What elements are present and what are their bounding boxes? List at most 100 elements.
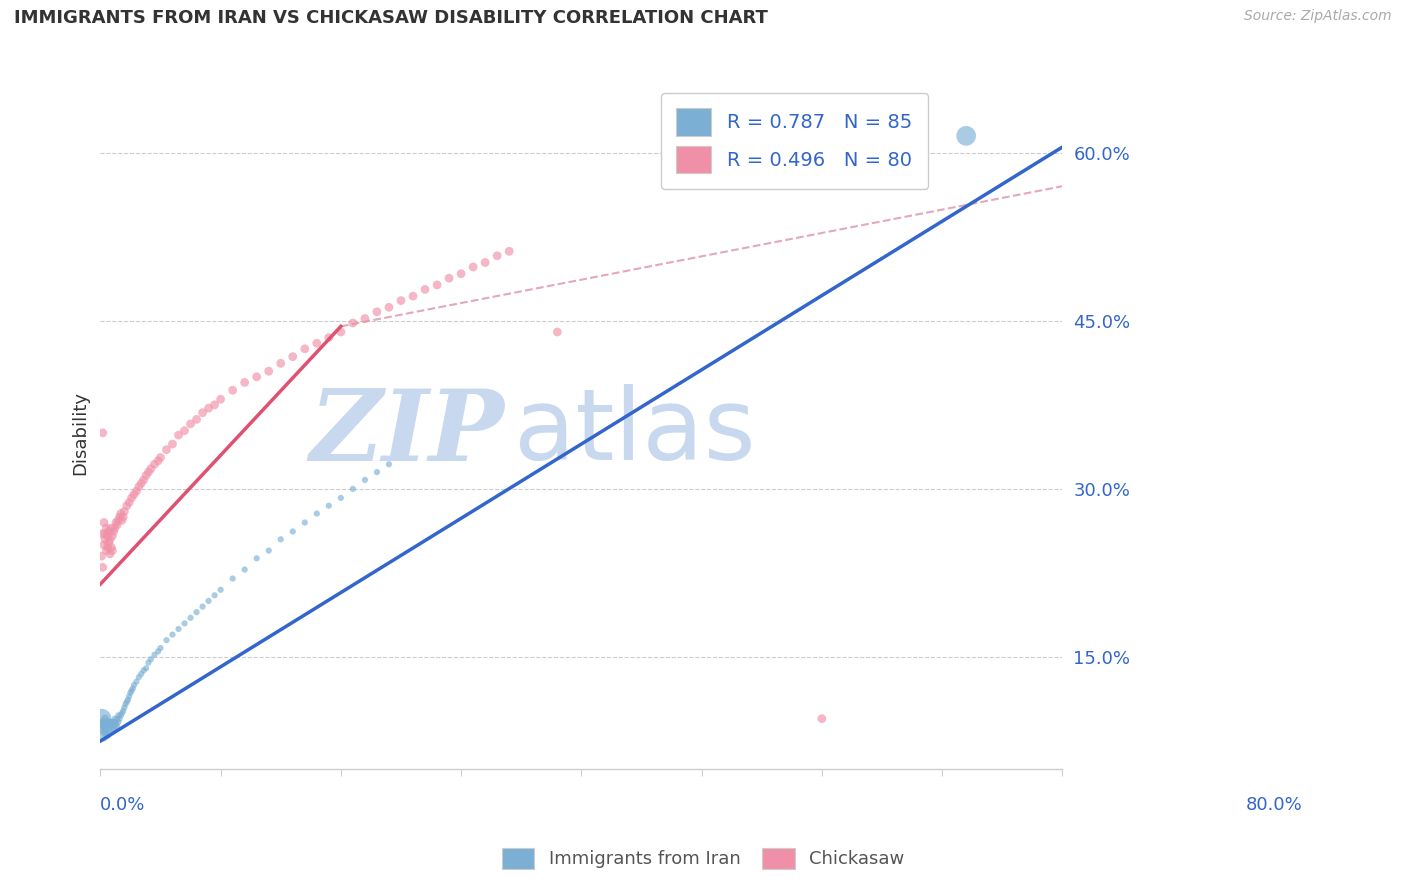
Point [191, 599, 214, 614]
Point [112, 509, 135, 524]
Point [155, 633, 177, 648]
Point [105, 517, 128, 532]
Point [93, 516, 115, 530]
Point [426, 277, 449, 292]
Point [139, 461, 162, 475]
Point [121, 681, 143, 696]
Point [811, 712, 834, 726]
Point [97, 714, 120, 729]
Point [104, 712, 127, 726]
Point [98, 533, 121, 547]
Point [122, 678, 145, 692]
Point [305, 507, 328, 521]
Point [117, 692, 139, 706]
Point [115, 695, 138, 709]
Point [100, 521, 122, 535]
Point [96, 717, 118, 731]
Point [128, 670, 150, 684]
Point [97, 723, 120, 737]
Point [91, 425, 114, 440]
Point [114, 697, 136, 711]
Point [186, 605, 208, 619]
Point [546, 325, 568, 339]
Point [329, 325, 352, 339]
Point [101, 529, 124, 543]
Point [96, 714, 118, 729]
Point [955, 128, 977, 143]
Point [118, 495, 141, 509]
Point [143, 648, 166, 662]
Y-axis label: Disability: Disability [72, 391, 89, 475]
Point [294, 516, 316, 530]
Point [139, 652, 162, 666]
Point [94, 726, 117, 740]
Point [221, 384, 243, 398]
Point [94, 533, 117, 547]
Point [366, 465, 388, 479]
Point [204, 398, 226, 412]
Point [155, 442, 177, 457]
Point [90, 712, 112, 726]
Point [486, 249, 509, 263]
Point [463, 260, 485, 274]
Point [93, 719, 115, 733]
Point [111, 706, 134, 720]
Point [437, 271, 460, 285]
Point [132, 473, 155, 487]
Point [173, 616, 195, 631]
Point [246, 551, 269, 566]
Text: Source: ZipAtlas.com: Source: ZipAtlas.com [1244, 9, 1392, 23]
Point [103, 714, 125, 729]
Point [104, 714, 127, 729]
Point [146, 454, 169, 468]
Point [329, 491, 352, 505]
Point [97, 535, 120, 549]
Point [354, 311, 377, 326]
Point [318, 499, 340, 513]
Legend: R = 0.787   N = 85, R = 0.496   N = 80: R = 0.787 N = 85, R = 0.496 N = 80 [661, 93, 928, 189]
Point [221, 572, 243, 586]
Point [101, 543, 124, 558]
Point [138, 465, 160, 479]
Point [101, 714, 124, 729]
Point [413, 282, 436, 296]
Point [94, 712, 117, 726]
Point [98, 547, 121, 561]
Point [100, 714, 122, 729]
Point [474, 255, 496, 269]
Point [402, 289, 425, 303]
Point [98, 717, 121, 731]
Point [366, 305, 388, 319]
Point [173, 424, 195, 438]
Point [149, 641, 172, 656]
Text: atlas: atlas [515, 384, 755, 482]
Point [112, 700, 135, 714]
Point [121, 491, 143, 505]
Point [121, 683, 143, 698]
Point [246, 369, 269, 384]
Point [97, 540, 120, 554]
Point [105, 719, 128, 733]
Point [97, 719, 120, 733]
Point [101, 717, 124, 731]
Point [143, 457, 166, 471]
Point [354, 473, 377, 487]
Point [498, 244, 520, 259]
Point [167, 622, 190, 636]
Point [162, 437, 184, 451]
Point [104, 516, 127, 530]
Point [342, 316, 364, 330]
Point [93, 723, 115, 737]
Point [146, 644, 169, 658]
Point [108, 712, 131, 726]
Point [149, 450, 172, 465]
Point [104, 717, 127, 731]
Point [108, 509, 131, 524]
Point [103, 723, 125, 737]
Point [100, 540, 122, 554]
Point [107, 708, 129, 723]
Point [270, 356, 292, 370]
Point [96, 543, 118, 558]
Point [233, 563, 256, 577]
Point [98, 714, 121, 729]
